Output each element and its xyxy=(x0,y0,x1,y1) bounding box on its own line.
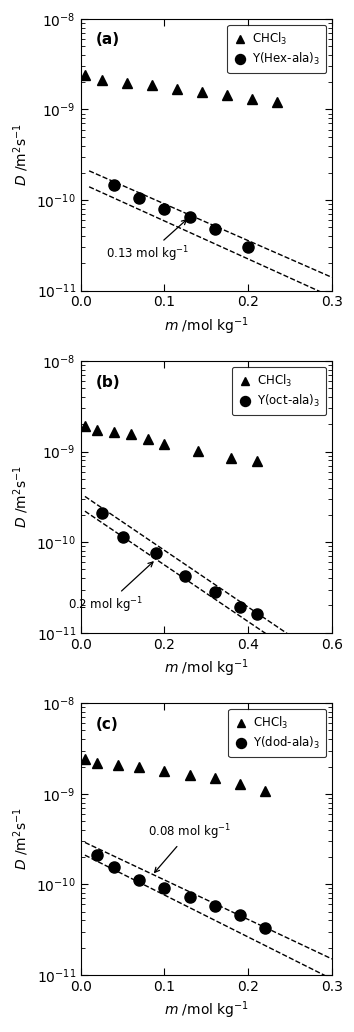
CHCl$_3$ xyxy=(145,432,150,445)
Text: 0.13 mol kg$^{-1}$: 0.13 mol kg$^{-1}$ xyxy=(106,220,189,264)
Y(Hex-ala)$_3$ xyxy=(212,223,217,235)
Y(dod-ala)$_3$ xyxy=(137,874,142,886)
Y(dod-ala)$_3$ xyxy=(188,891,192,903)
CHCl$_3$ xyxy=(175,83,179,95)
CHCl$_3$ xyxy=(250,92,255,104)
Y(Hex-ala)$_3$ xyxy=(112,180,116,192)
Text: (a): (a) xyxy=(96,32,120,47)
Y(Hex-ala)$_3$ xyxy=(162,202,167,215)
Text: 0.08 mol kg$^{-1}$: 0.08 mol kg$^{-1}$ xyxy=(148,823,231,872)
Y-axis label: $D$ /m$^2$s$^{-1}$: $D$ /m$^2$s$^{-1}$ xyxy=(11,465,31,528)
Y(dod-ala)$_3$ xyxy=(263,922,267,934)
Y-axis label: $D$ /m$^2$s$^{-1}$: $D$ /m$^2$s$^{-1}$ xyxy=(11,124,31,186)
Y(dod-ala)$_3$ xyxy=(162,881,167,894)
CHCl$_3$ xyxy=(83,420,87,432)
Y(oct-ala)$_3$ xyxy=(99,507,104,519)
Y(oct-ala)$_3$ xyxy=(212,586,217,599)
Y(oct-ala)$_3$ xyxy=(120,530,125,543)
Legend: CHCl$_3$, Y(dod-ala)$_3$: CHCl$_3$, Y(dod-ala)$_3$ xyxy=(228,709,326,757)
CHCl$_3$ xyxy=(125,77,129,90)
Y(oct-ala)$_3$ xyxy=(183,570,188,582)
Text: 0.2 mol kg$^{-1}$: 0.2 mol kg$^{-1}$ xyxy=(68,562,153,615)
CHCl$_3$ xyxy=(225,89,229,101)
Line: CHCl$_3$: CHCl$_3$ xyxy=(80,421,261,466)
Y(Hex-ala)$_3$ xyxy=(188,211,192,223)
CHCl$_3$ xyxy=(83,753,87,766)
Y(oct-ala)$_3$ xyxy=(154,547,158,559)
Line: CHCl$_3$: CHCl$_3$ xyxy=(80,70,282,106)
CHCl$_3$ xyxy=(162,438,167,450)
Y(dod-ala)$_3$ xyxy=(238,908,242,921)
CHCl$_3$ xyxy=(188,769,192,781)
X-axis label: $m$ /mol kg$^{-1}$: $m$ /mol kg$^{-1}$ xyxy=(164,315,249,336)
Y(dod-ala)$_3$ xyxy=(95,849,99,862)
Legend: CHCl$_3$, Y(Hex-ala)$_3$: CHCl$_3$, Y(Hex-ala)$_3$ xyxy=(227,25,326,73)
CHCl$_3$ xyxy=(255,455,259,467)
Y-axis label: $D$ /m$^2$s$^{-1}$: $D$ /m$^2$s$^{-1}$ xyxy=(11,808,31,870)
Y(dod-ala)$_3$ xyxy=(212,900,217,912)
CHCl$_3$ xyxy=(200,86,204,98)
Y(Hex-ala)$_3$ xyxy=(246,241,250,254)
Line: CHCl$_3$: CHCl$_3$ xyxy=(80,754,270,796)
X-axis label: $m$ /mol kg$^{-1}$: $m$ /mol kg$^{-1}$ xyxy=(164,657,249,679)
Line: Y(Hex-ala)$_3$: Y(Hex-ala)$_3$ xyxy=(109,180,254,253)
Text: (c): (c) xyxy=(96,717,119,732)
CHCl$_3$ xyxy=(95,756,99,769)
CHCl$_3$ xyxy=(150,79,154,92)
Line: Y(dod-ala)$_3$: Y(dod-ala)$_3$ xyxy=(92,849,270,934)
Legend: CHCl$_3$, Y(oct-ala)$_3$: CHCl$_3$, Y(oct-ala)$_3$ xyxy=(232,367,326,415)
CHCl$_3$ xyxy=(162,765,167,777)
CHCl$_3$ xyxy=(116,759,120,771)
Y(Hex-ala)$_3$ xyxy=(137,192,142,204)
Y(dod-ala)$_3$ xyxy=(112,861,116,873)
Y(oct-ala)$_3$ xyxy=(238,602,242,614)
CHCl$_3$ xyxy=(137,762,142,774)
CHCl$_3$ xyxy=(99,74,104,87)
CHCl$_3$ xyxy=(275,95,280,107)
CHCl$_3$ xyxy=(196,445,200,457)
X-axis label: $m$ /mol kg$^{-1}$: $m$ /mol kg$^{-1}$ xyxy=(164,999,249,1021)
CHCl$_3$ xyxy=(112,426,116,439)
CHCl$_3$ xyxy=(212,772,217,784)
Line: Y(oct-ala)$_3$: Y(oct-ala)$_3$ xyxy=(96,508,262,620)
Y(oct-ala)$_3$ xyxy=(255,608,259,620)
Text: (b): (b) xyxy=(96,375,120,390)
CHCl$_3$ xyxy=(238,778,242,791)
CHCl$_3$ xyxy=(83,69,87,82)
CHCl$_3$ xyxy=(229,452,234,464)
CHCl$_3$ xyxy=(129,428,133,441)
CHCl$_3$ xyxy=(263,784,267,797)
CHCl$_3$ xyxy=(95,423,99,436)
